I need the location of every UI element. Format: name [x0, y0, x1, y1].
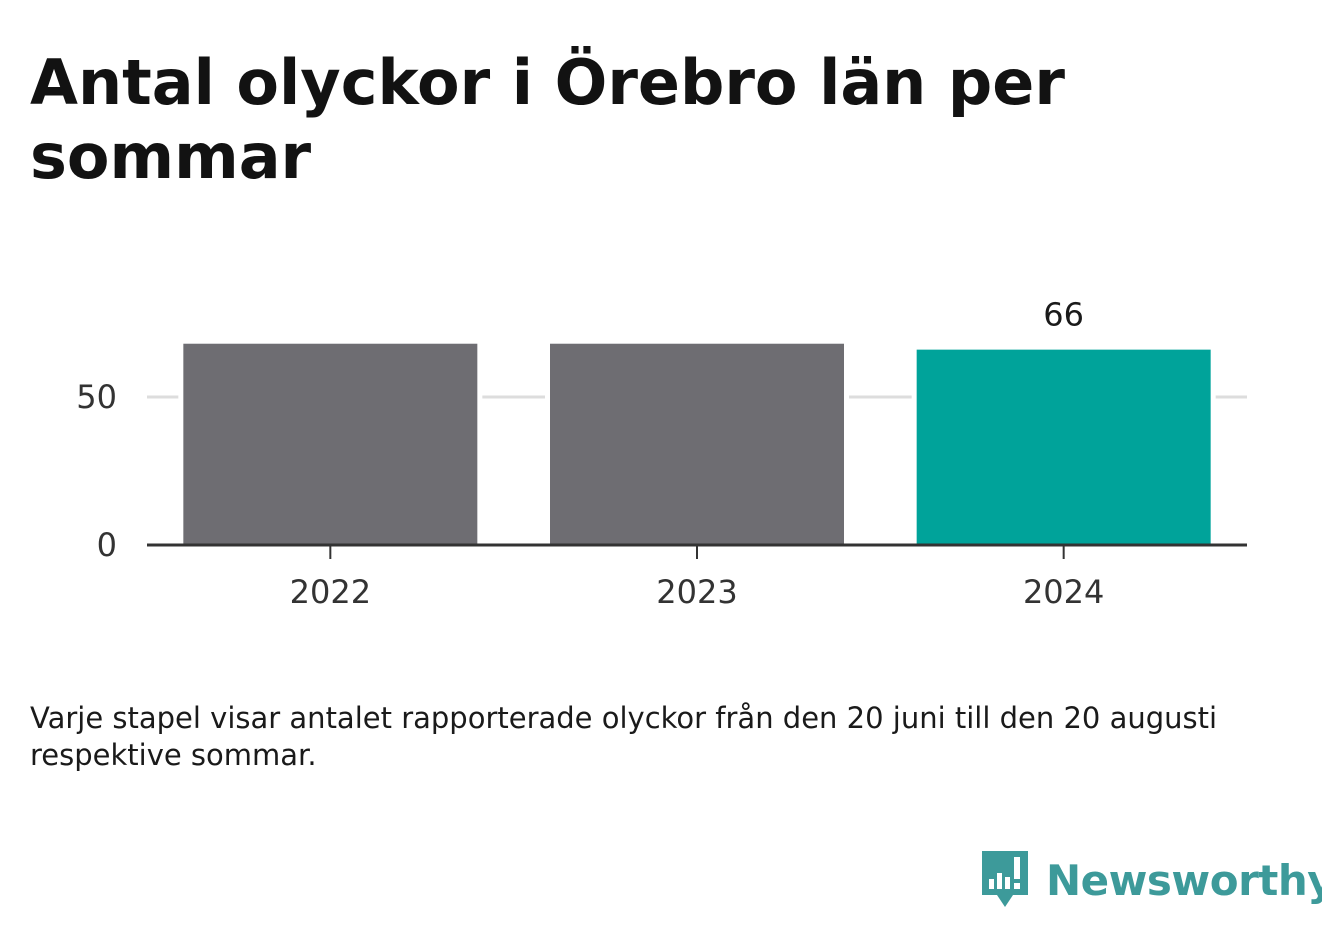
brand-name: Newsworthy: [1046, 855, 1322, 905]
bar-2023: [550, 343, 844, 545]
brand-logo: Newsworthy: [980, 848, 1322, 912]
chart-title: Antal olyckor i Örebro län per sommar: [30, 46, 1065, 193]
data-label: 66: [1043, 296, 1084, 334]
y-tick-label: 50: [76, 378, 117, 416]
bar-2022: [183, 343, 478, 545]
y-tick-label: 0: [97, 526, 117, 564]
x-tick-label: 2023: [656, 573, 737, 611]
x-tick-label: 2022: [290, 573, 371, 611]
footnote: Varje stapel visar antalet rapporterade …: [30, 701, 1218, 772]
x-tick-label: 2024: [1023, 573, 1104, 611]
newsworthy-logo-icon: [982, 851, 1028, 907]
axes: [147, 543, 1247, 559]
bars: [178, 343, 1216, 545]
bar-2024: [916, 349, 1211, 545]
labels: 0 50 2022 2023 2024 66: [76, 296, 1104, 611]
